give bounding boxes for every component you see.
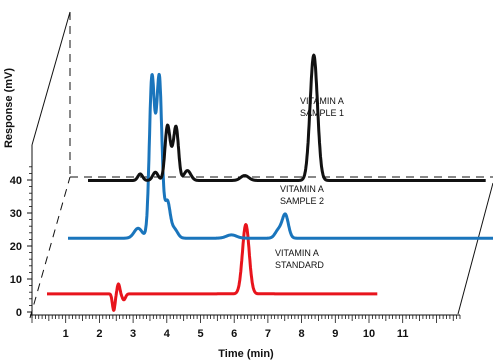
x-axis-title: Time (min)	[218, 348, 274, 360]
chromatogram-traces	[45, 53, 493, 312]
x-tick-label: 10	[363, 328, 375, 340]
y-axis-title: Response (mV)	[3, 68, 15, 148]
series-line	[86, 53, 487, 182]
x-tick-label: 5	[197, 328, 203, 340]
x-tick-label: 11	[397, 328, 409, 340]
x-tick-label: 3	[130, 328, 136, 340]
y-axis-ticks: 0 10 20 30 40	[10, 166, 32, 319]
series-label: VITAMIN A	[275, 248, 319, 258]
y-tick-label: 20	[10, 241, 22, 253]
chart-3d-frame	[29, 11, 493, 319]
series-label: SAMPLE 1	[300, 108, 344, 118]
series-label: SAMPLE 2	[280, 196, 324, 206]
x-tick-label: 4	[164, 328, 171, 340]
series-labels: VITAMIN A STANDARD VITAMIN A SAMPLE 2 VITAMI…	[275, 96, 344, 270]
y-tick-label: 0	[16, 307, 22, 319]
series-label: VITAMIN A	[280, 184, 324, 194]
axis-right-diagonal	[457, 182, 493, 315]
x-tick-label: 7	[265, 328, 271, 340]
x-axis-ticks: 1 2 3 4 5 6 7 8 9 10 11	[31, 315, 461, 340]
x-tick-label: 1	[63, 328, 69, 340]
series-label: STANDARD	[275, 260, 324, 270]
series-label: VITAMIN A	[300, 96, 344, 106]
axis-left-wall-top	[31, 11, 71, 146]
series-line	[66, 72, 493, 240]
y-tick-label: 10	[10, 274, 22, 286]
x-tick-label: 8	[299, 328, 305, 340]
x-tick-label: 9	[332, 328, 338, 340]
series-line	[45, 223, 379, 312]
y-tick-label: 30	[10, 208, 22, 220]
x-tick-label: 6	[231, 328, 237, 340]
x-tick-label: 2	[96, 328, 102, 340]
y-tick-label: 40	[10, 175, 22, 187]
axis-floor-diagonal	[29, 176, 71, 319]
